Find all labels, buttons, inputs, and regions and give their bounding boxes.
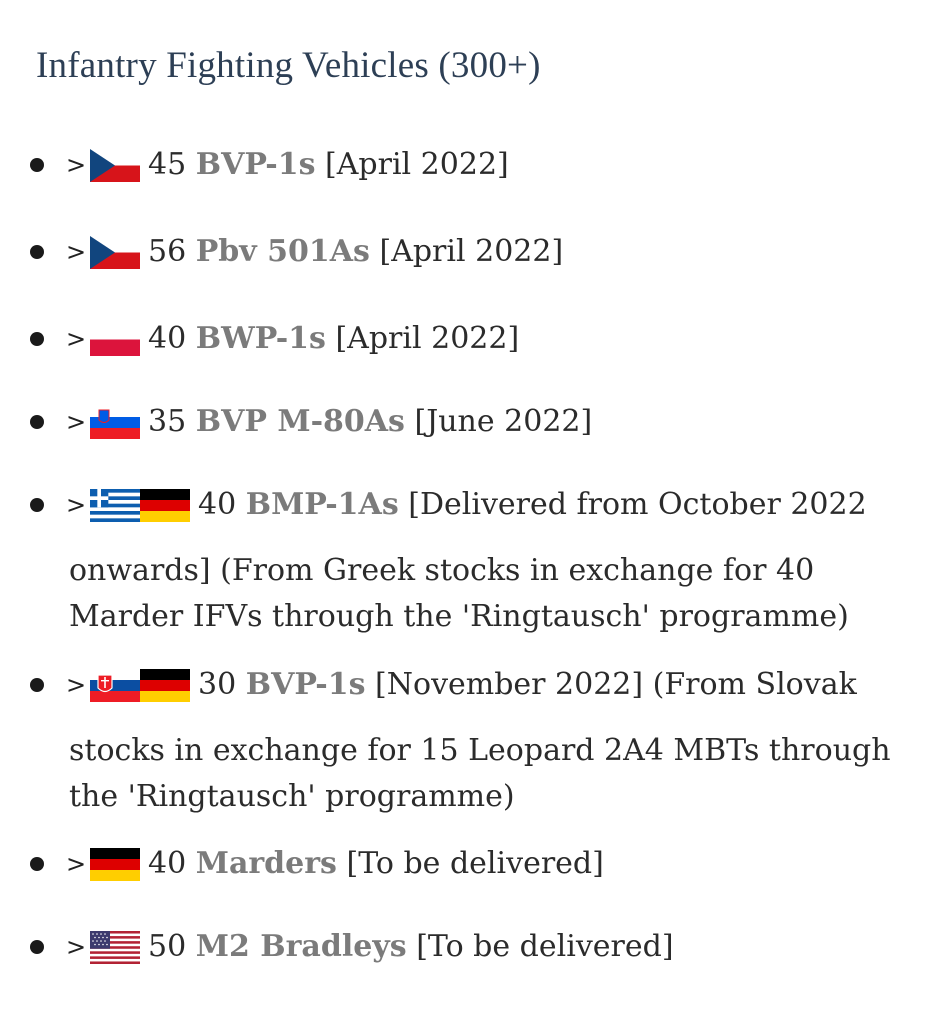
poland-flag-icon: [90, 322, 140, 356]
chevron-right-icon[interactable]: >: [66, 408, 87, 436]
chevron-right-icon[interactable]: >: [66, 491, 87, 519]
bullet-icon: [30, 158, 44, 172]
chevron-right-icon[interactable]: >: [66, 325, 87, 353]
item-detail: [April 2022]: [335, 321, 520, 356]
item-detail: [Delivered from October 2022: [408, 487, 867, 522]
usa-flag-icon: [90, 930, 140, 964]
item-detail: [November 2022] (From Slovak: [375, 667, 857, 702]
slovenia-flag-icon: [90, 405, 140, 439]
item-count: 56: [148, 234, 187, 269]
chevron-right-icon[interactable]: >: [66, 151, 87, 179]
item-count: 50: [148, 929, 187, 964]
bullet-icon: [30, 245, 44, 259]
bullet-icon: [30, 332, 44, 346]
item-count: 40: [148, 321, 187, 356]
vehicle-link[interactable]: Pbv 501As: [195, 234, 370, 269]
item-count: 35: [148, 404, 187, 439]
item-detail: [April 2022]: [325, 147, 509, 182]
chevron-right-icon[interactable]: >: [66, 671, 87, 699]
item-count: 40: [148, 846, 187, 881]
vehicle-link[interactable]: BVP-1s: [245, 667, 366, 702]
germany-flag-icon: [140, 488, 190, 522]
item-continuation: stocks in exchange for 15 Leopard 2A4 MB…: [69, 733, 891, 814]
chevron-right-icon[interactable]: >: [66, 933, 87, 961]
vehicle-link[interactable]: BWP-1s: [195, 321, 326, 356]
bullet-icon: [30, 498, 44, 512]
greece-flag-icon: [90, 488, 140, 522]
item-continuation: onwards] (From Greek stocks in exchange …: [69, 553, 849, 634]
slovakia-flag-icon: [90, 668, 140, 702]
vehicle-link[interactable]: BVP M-80As: [195, 404, 405, 439]
item-detail: [April 2022]: [379, 234, 564, 269]
germany-flag-icon: [140, 668, 190, 702]
item-count: 40: [198, 487, 237, 522]
item-detail: [To be delivered]: [346, 846, 604, 881]
bullet-icon: [30, 940, 44, 954]
section-heading: Infantry Fighting Vehicles (300+): [36, 45, 541, 86]
chevron-right-icon[interactable]: >: [66, 238, 87, 266]
vehicle-link[interactable]: BMP-1As: [245, 487, 399, 522]
vehicle-link[interactable]: Marders: [195, 846, 337, 881]
bullet-icon: [30, 678, 44, 692]
chevron-right-icon[interactable]: >: [66, 850, 87, 878]
vehicle-link[interactable]: BVP-1s: [195, 147, 316, 182]
bullet-icon: [30, 415, 44, 429]
item-detail: [June 2022]: [414, 404, 593, 439]
czech-flag-icon: [90, 235, 140, 269]
czech-flag-icon: [90, 148, 140, 182]
bullet-icon: [30, 857, 44, 871]
germany-flag-icon: [90, 847, 140, 881]
vehicle-link[interactable]: M2 Bradleys: [195, 929, 407, 964]
item-count: 45: [148, 147, 187, 182]
item-detail: [To be delivered]: [416, 929, 674, 964]
item-count: 30: [198, 667, 237, 702]
